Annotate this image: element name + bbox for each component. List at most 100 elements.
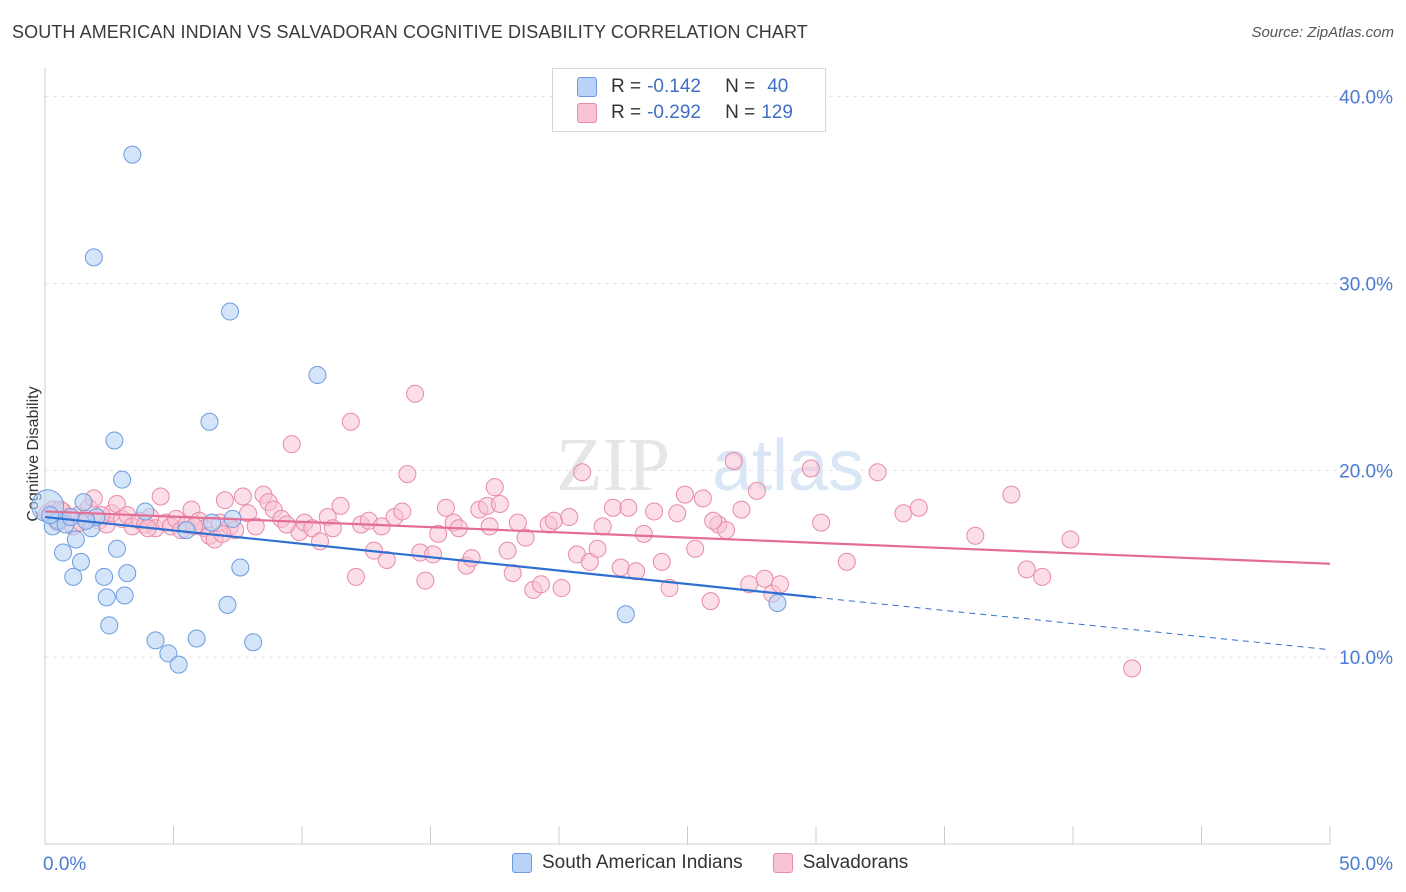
south-american-indians-point [97, 588, 116, 607]
n-value: 40 [767, 76, 789, 97]
salvadorans-point [151, 487, 170, 506]
salvadorans-point [1002, 485, 1021, 504]
pink-swatch [772, 853, 793, 873]
n-value: 129 [761, 102, 793, 123]
salvadorans-point [503, 564, 522, 583]
salvadorans-point [894, 504, 913, 523]
r-label: R = [611, 102, 642, 123]
south-american-indians-point [95, 567, 114, 586]
south-american-indians-point [61, 508, 80, 527]
salvadorans-point [544, 511, 563, 530]
salvadorans-point [462, 549, 481, 568]
salvadorans-point [771, 575, 790, 594]
series-legend: South American Indians Salvadorans [512, 852, 938, 874]
salvadorans-point [398, 465, 417, 484]
south-american-indians-point [105, 431, 124, 450]
axes [44, 68, 1331, 845]
legend-label: South American Indians [542, 852, 743, 873]
salvadorans-point [331, 496, 350, 515]
south-american-indians-trend-extension [815, 596, 1331, 651]
correlation-legend: R = -0.142 N = 40 R = -0.292 N = 129 [552, 68, 826, 132]
salvadorans-point [909, 498, 928, 517]
salvadorans-point [246, 517, 265, 536]
salvadorans-point [233, 487, 252, 506]
gridlines [45, 96, 1392, 658]
salvadorans-point [603, 498, 622, 517]
blue-swatch [512, 853, 532, 873]
watermark-zip: ZIP [556, 423, 670, 507]
salvadorans-point [532, 575, 551, 594]
south-american-indians-point [71, 552, 90, 571]
south-american-indians-point [159, 644, 178, 663]
salvadorans-trend-line [44, 510, 1331, 565]
south-american-indians-point [84, 248, 103, 267]
salvadorans-point [645, 502, 664, 521]
salvadorans-point [588, 539, 607, 558]
south-american-indians-point [41, 506, 60, 525]
salvadorans-point [346, 567, 365, 586]
south-american-indians-point [66, 530, 85, 549]
salvadorans-point [215, 491, 234, 510]
salvadorans-point [377, 551, 396, 570]
south-american-indians-point [768, 593, 787, 612]
legend-row-south-american-indians: R = -0.142 N = 40 [577, 75, 788, 99]
salvadorans-point [724, 452, 743, 470]
salvadorans-point [424, 545, 443, 564]
salvadorans-point [701, 592, 720, 611]
salvadorans-point [393, 502, 412, 521]
n-label: N = [725, 102, 756, 123]
south-american-indians-point [169, 655, 188, 674]
blue-swatch [577, 77, 597, 97]
source-label: Source: ZipAtlas.com [1251, 24, 1394, 41]
salvadorans-point [436, 498, 455, 517]
salvadorans-point [1123, 659, 1142, 678]
x-tick-label: 0.0% [43, 854, 86, 875]
salvadorans-point [277, 515, 296, 534]
salvadorans-point [593, 517, 612, 536]
south-american-indians-point [244, 633, 263, 652]
n-label: N = [725, 76, 756, 97]
south-american-indians-point [221, 302, 240, 321]
salvadorans-point [552, 579, 571, 598]
salvadorans-point [747, 481, 766, 500]
south-american-indians-point [203, 513, 222, 532]
salvadorans-point [619, 498, 638, 517]
pink-swatch [577, 103, 597, 123]
south-american-indians-point [136, 502, 155, 521]
salvadorans-point [966, 526, 985, 545]
salvadorans-point [508, 513, 527, 532]
south-american-indians-point [616, 605, 635, 624]
south-american-indians-point [107, 539, 126, 558]
south-american-indians-point [308, 366, 327, 385]
legend-label: Salvadorans [802, 852, 909, 873]
salvadorans-point [693, 489, 712, 508]
salvadorans-point [868, 463, 887, 482]
salvadorans-point [812, 513, 831, 532]
salvadorans-point [485, 478, 504, 497]
y-tick-label: 40.0% [1339, 88, 1393, 109]
salvadorans-point [416, 571, 435, 590]
salvadorans-point [755, 569, 774, 588]
salvadorans-point [668, 504, 687, 523]
south-american-indians-point [123, 145, 142, 164]
salvadorans-point [652, 552, 671, 571]
salvadorans-point [1061, 530, 1080, 549]
salvadorans-point [660, 579, 679, 598]
salvadorans-point [634, 524, 653, 543]
r-label: R = [611, 76, 642, 97]
watermark: ZIP atlas [556, 423, 864, 507]
south-american-indians-point [218, 595, 237, 614]
salvadorans-point [573, 463, 592, 482]
salvadorans-point [480, 517, 499, 536]
south-american-indians-point [64, 567, 83, 586]
legend-item-south-american-indians: South American Indians [512, 852, 743, 874]
south-american-indians-trend-line [44, 515, 817, 599]
y-tick-label: 30.0% [1339, 275, 1393, 296]
south-american-indians-point [74, 493, 93, 512]
salvadorans-point [675, 485, 694, 504]
legend-row-salvadorans: R = -0.292 N = 129 [577, 101, 793, 125]
salvadorans-point [686, 539, 705, 558]
chart-title: SOUTH AMERICAN INDIAN VS SALVADORAN COGN… [12, 22, 808, 42]
salvadorans-point [1017, 560, 1036, 579]
x-tick-label: 50.0% [1339, 854, 1393, 875]
